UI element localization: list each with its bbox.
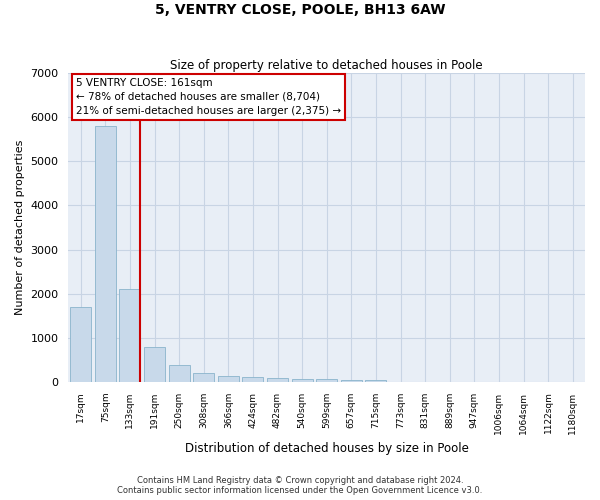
Text: 5, VENTRY CLOSE, POOLE, BH13 6AW: 5, VENTRY CLOSE, POOLE, BH13 6AW — [155, 2, 445, 16]
Bar — [193, 373, 214, 382]
Text: 5 VENTRY CLOSE: 161sqm
← 78% of detached houses are smaller (8,704)
21% of semi-: 5 VENTRY CLOSE: 161sqm ← 78% of detached… — [76, 78, 341, 116]
Bar — [70, 307, 91, 382]
Bar — [144, 346, 165, 382]
Bar — [119, 289, 140, 382]
Bar — [365, 380, 386, 382]
Bar — [316, 379, 337, 382]
Bar — [242, 378, 263, 382]
Bar — [267, 378, 288, 382]
Bar — [169, 365, 190, 382]
Bar — [292, 379, 313, 382]
X-axis label: Distribution of detached houses by size in Poole: Distribution of detached houses by size … — [185, 442, 469, 455]
Bar — [341, 380, 362, 382]
Bar — [218, 376, 239, 382]
Text: Contains HM Land Registry data © Crown copyright and database right 2024.
Contai: Contains HM Land Registry data © Crown c… — [118, 476, 482, 495]
Title: Size of property relative to detached houses in Poole: Size of property relative to detached ho… — [170, 59, 483, 72]
Bar — [95, 126, 116, 382]
Y-axis label: Number of detached properties: Number of detached properties — [15, 140, 25, 315]
